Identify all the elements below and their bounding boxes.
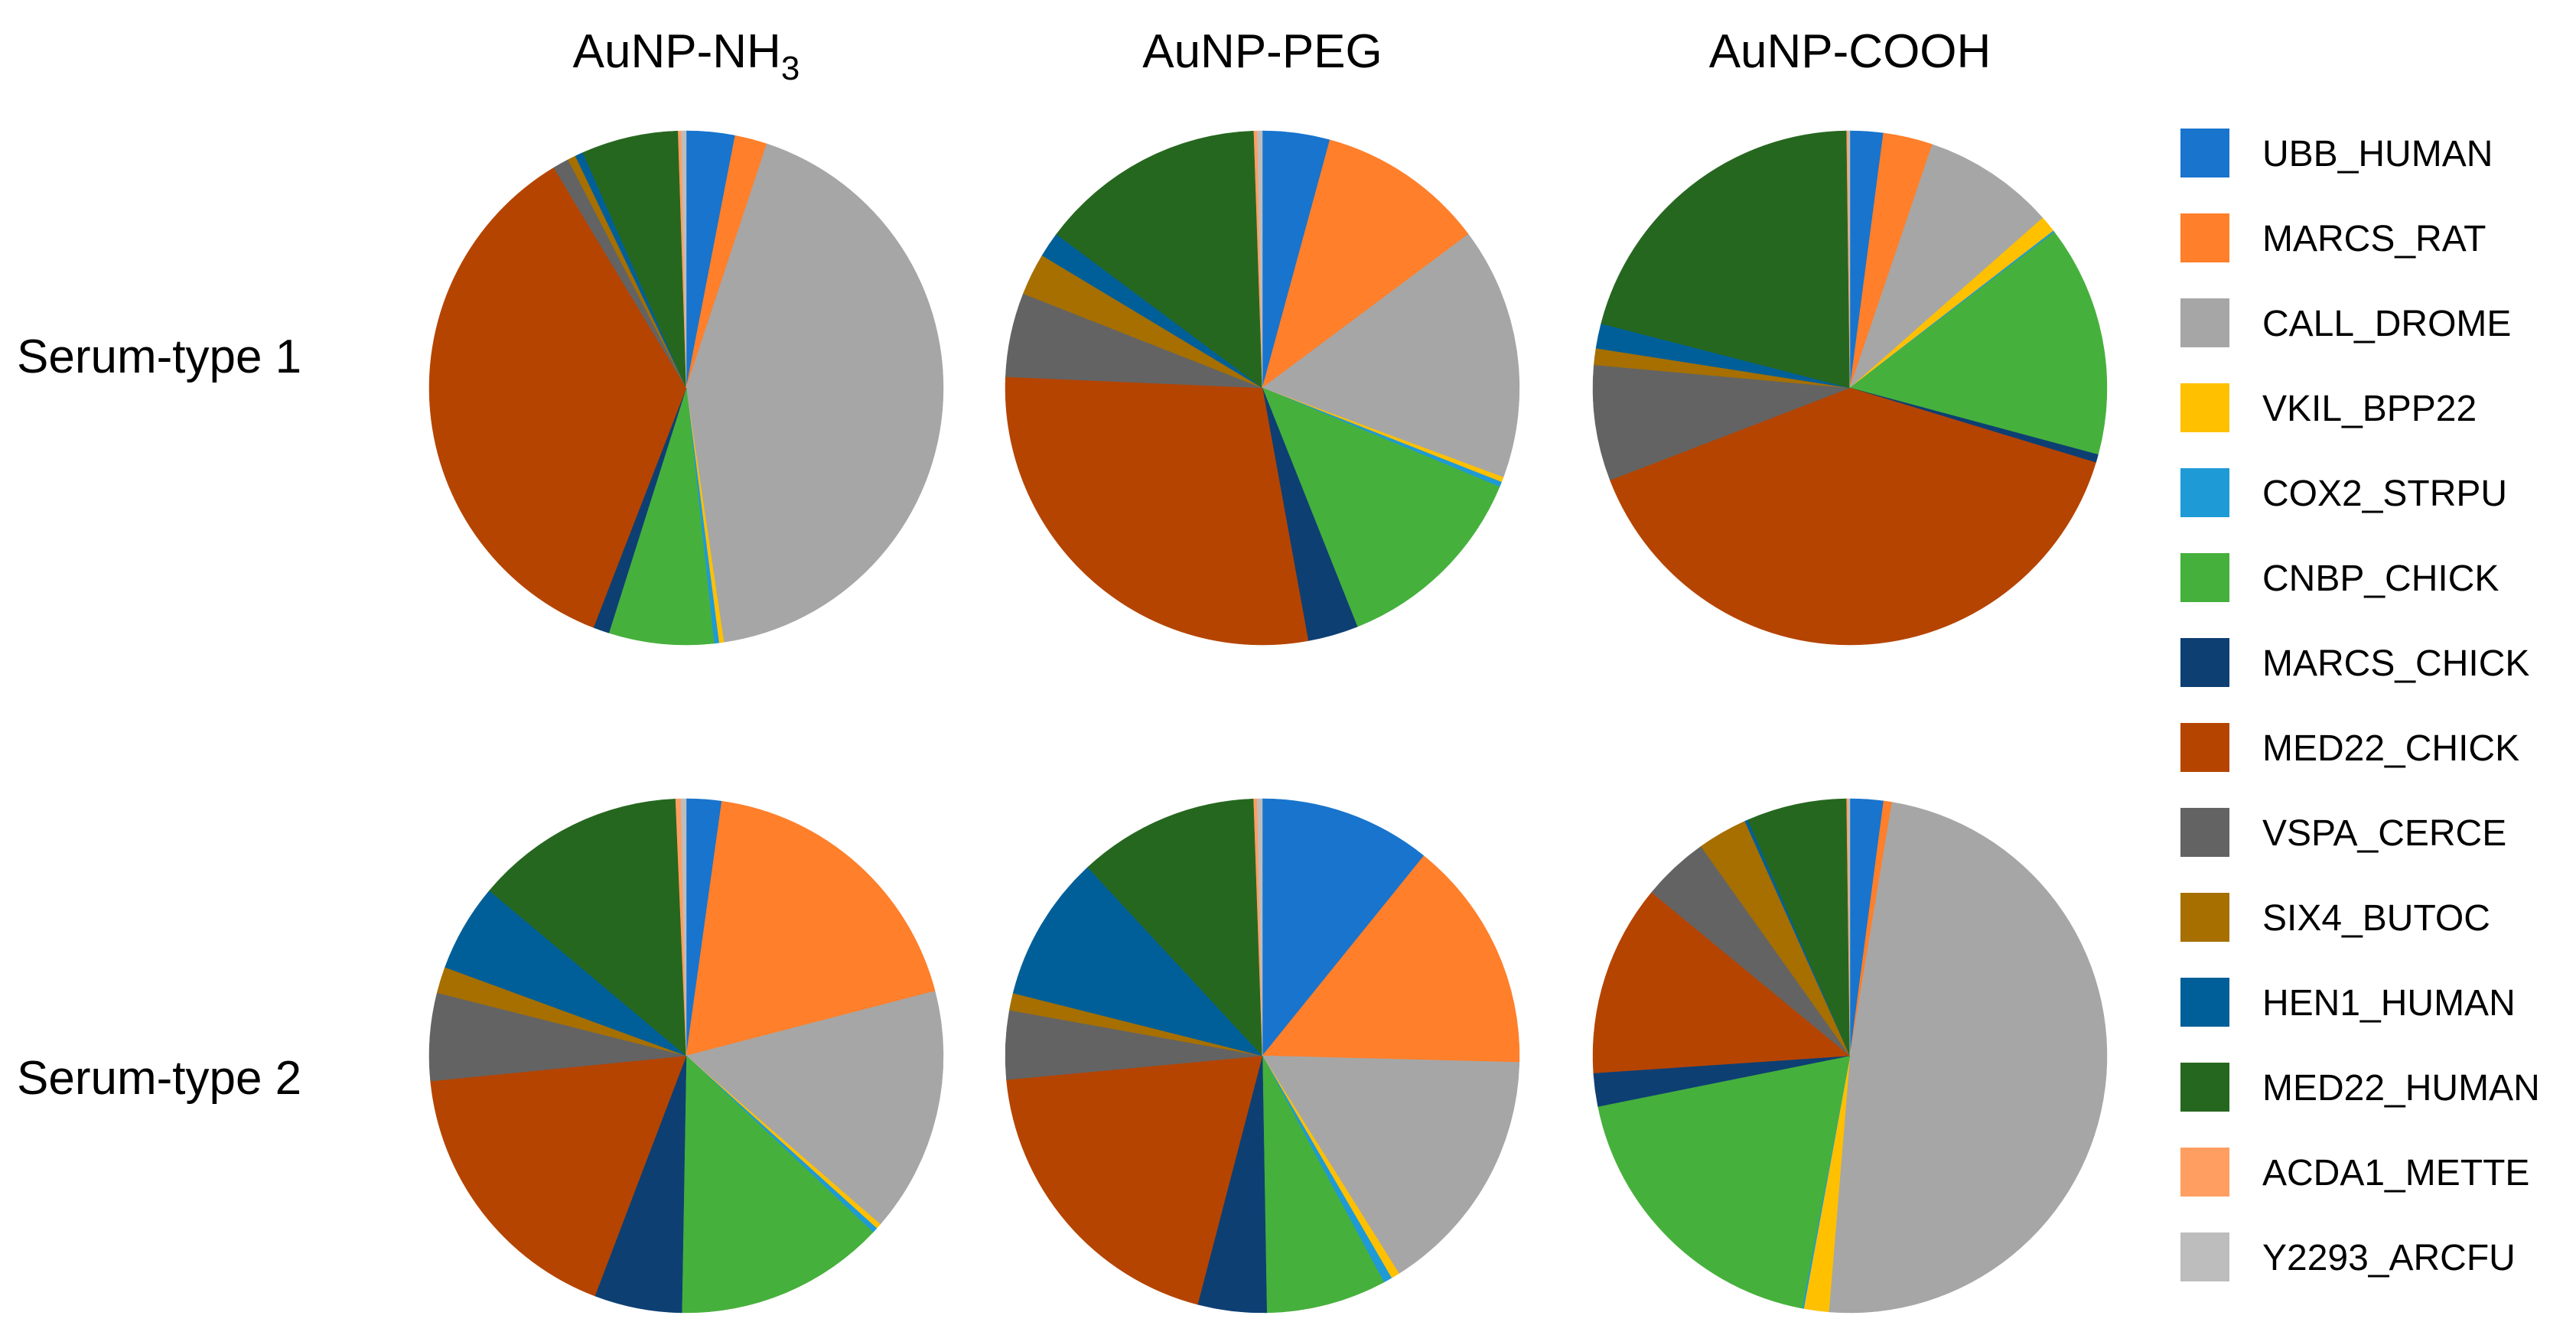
- pie-slice-marcs-rat: [1262, 139, 1469, 389]
- pie-slice-med22-human: [1747, 798, 1851, 1057]
- pie: [1005, 798, 1520, 1314]
- pie-slice-ubb-human: [1262, 798, 1425, 1057]
- pie-slice-marcs-rat: [1262, 855, 1520, 1063]
- legend-item: ACDA1_METTE: [2180, 1148, 2529, 1197]
- legend-label: Y2293_ARCFU: [2262, 1238, 2516, 1278]
- pie-slice-cnbp-chick: [608, 387, 715, 646]
- pie: [1005, 130, 1520, 646]
- legend-label: SIX4_BUTOC: [2262, 898, 2490, 939]
- pie-slice-cnbp-chick: [1262, 387, 1500, 627]
- legend-item: MARCS_RAT: [2180, 213, 2486, 262]
- pie-slice-med22-chick: [1610, 387, 2096, 646]
- legend-item: UBB_HUMAN: [2180, 129, 2493, 177]
- row-label: Serum-type 1: [17, 330, 301, 383]
- legend-item: CALL_DROME: [2180, 298, 2511, 347]
- pie-slice-call-drome: [1262, 233, 1520, 478]
- legend-label: MED22_CHICK: [2262, 728, 2519, 769]
- pie-slice-y2293-arcfu: [1848, 130, 1851, 389]
- legend-swatch: [2180, 553, 2229, 602]
- legend-label: VKIL_BPP22: [2262, 389, 2477, 429]
- pie-slice-med22-human: [1056, 130, 1263, 389]
- pie-slice-call-drome: [686, 143, 944, 643]
- legend-item: MARCS_CHICK: [2180, 638, 2529, 687]
- pie-slice-y2293-arcfu: [1256, 798, 1263, 1057]
- legend-swatch: [2180, 383, 2229, 432]
- legend-swatch: [2180, 808, 2229, 857]
- column-title-text: AuNP-COOH: [1709, 25, 1991, 78]
- legend-swatch: [2180, 468, 2229, 517]
- pie-slice-y2293-arcfu: [680, 798, 687, 1057]
- pie-slice-marcs-rat: [686, 800, 936, 1057]
- pie-slice-med22-chick: [1592, 891, 1851, 1073]
- column-title-text: AuNP-PEG: [1142, 25, 1382, 78]
- pie-slice-med22-chick: [1005, 376, 1309, 646]
- column-title: AuNP-NH3: [573, 25, 800, 87]
- legend-item: COX2_STRPU: [2180, 468, 2507, 517]
- pie-slice-call-drome: [1829, 802, 2108, 1314]
- legend-swatch: [2180, 1148, 2229, 1197]
- legend-label: ACDA1_METTE: [2262, 1153, 2529, 1193]
- pie-slice-cnbp-chick: [1262, 1055, 1385, 1314]
- pie-slice-cnbp-chick: [681, 1055, 874, 1314]
- pie-slice-med22-human: [1087, 798, 1263, 1057]
- legend-item: MED22_CHICK: [2180, 723, 2519, 772]
- pie-slice-call-drome: [1849, 144, 2044, 389]
- pie-slice-vspa-cerce: [1592, 364, 1851, 480]
- pie-slice-call-drome: [1262, 1055, 1520, 1274]
- pie-slice-med22-human: [1601, 130, 1851, 389]
- legend-item: SIX4_BUTOC: [2180, 893, 2490, 942]
- legend-item: VKIL_BPP22: [2180, 383, 2477, 432]
- legend-swatch: [2180, 298, 2229, 347]
- legend-swatch: [2180, 638, 2229, 687]
- pie: [1592, 798, 2108, 1314]
- pie: [428, 798, 944, 1314]
- legend-label: HEN1_HUMAN: [2262, 983, 2516, 1024]
- column-title: AuNP-COOH: [1709, 25, 1991, 78]
- legend: UBB_HUMAN MARCS_RAT CALL_DROME VKIL_BPP22 CO…: [2180, 129, 2540, 1281]
- legend-label: MED22_HUMAN: [2262, 1068, 2540, 1109]
- legend-label: MARCS_CHICK: [2262, 643, 2529, 684]
- pie: [428, 130, 944, 646]
- pie-slice-cnbp-chick: [1849, 232, 2108, 455]
- legend-item: Y2293_ARCFU: [2180, 1232, 2516, 1281]
- legend-label: MARCS_RAT: [2262, 219, 2486, 259]
- legend-swatch: [2180, 1063, 2229, 1112]
- pie-slice-med22-chick: [1006, 1055, 1263, 1305]
- legend-label: CNBP_CHICK: [2262, 558, 2499, 599]
- pie-slice-y2293-arcfu: [1257, 130, 1263, 389]
- column-title: AuNP-PEG: [1142, 25, 1382, 78]
- legend-swatch: [2180, 129, 2229, 177]
- legend-label: COX2_STRPU: [2262, 474, 2507, 514]
- legend-item: HEN1_HUMAN: [2180, 978, 2516, 1027]
- legend-item: MED22_HUMAN: [2180, 1063, 2540, 1112]
- row-label: Serum-type 2: [17, 1052, 301, 1105]
- pie-slice-med22-chick: [430, 1055, 687, 1297]
- legend-swatch: [2180, 213, 2229, 262]
- legend-label: UBB_HUMAN: [2262, 134, 2493, 174]
- pie: [1592, 130, 2108, 646]
- legend-item: VSPA_CERCE: [2180, 808, 2506, 857]
- column-titles: AuNP-NH3 AuNP-PEG AuNP-COOH: [573, 25, 1991, 87]
- pie-slice-call-drome: [686, 991, 944, 1225]
- pie-slice-med22-human: [582, 130, 687, 389]
- pie-slice-hen1-human: [1012, 867, 1263, 1057]
- legend-swatch: [2180, 1232, 2229, 1281]
- pie-slice-y2293-arcfu: [681, 130, 687, 389]
- legend-swatch: [2180, 893, 2229, 942]
- pie-slice-cnbp-chick: [1597, 1055, 1851, 1309]
- row-labels: Serum-type 1 Serum-type 2: [17, 330, 301, 1105]
- legend-label: VSPA_CERCE: [2262, 813, 2506, 854]
- pie-slice-med22-human: [489, 799, 687, 1057]
- legend-swatch: [2180, 723, 2229, 772]
- legend-swatch: [2180, 978, 2229, 1027]
- pie-slice-med22-chick: [428, 167, 687, 628]
- column-title-subscript: 3: [781, 50, 800, 87]
- pies: [428, 130, 2108, 1314]
- column-title-text: AuNP-NH: [573, 25, 781, 78]
- legend-item: CNBP_CHICK: [2180, 553, 2499, 602]
- legend-label: CALL_DROME: [2262, 304, 2511, 344]
- pie-slice-y2293-arcfu: [1848, 798, 1851, 1057]
